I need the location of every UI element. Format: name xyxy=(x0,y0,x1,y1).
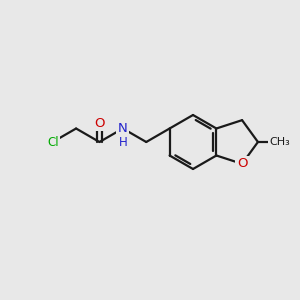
Text: N: N xyxy=(118,122,128,135)
Text: Cl: Cl xyxy=(47,136,58,148)
Text: O: O xyxy=(94,117,105,130)
Text: H: H xyxy=(118,136,127,149)
Text: CH₃: CH₃ xyxy=(270,137,290,147)
Text: O: O xyxy=(237,157,247,170)
